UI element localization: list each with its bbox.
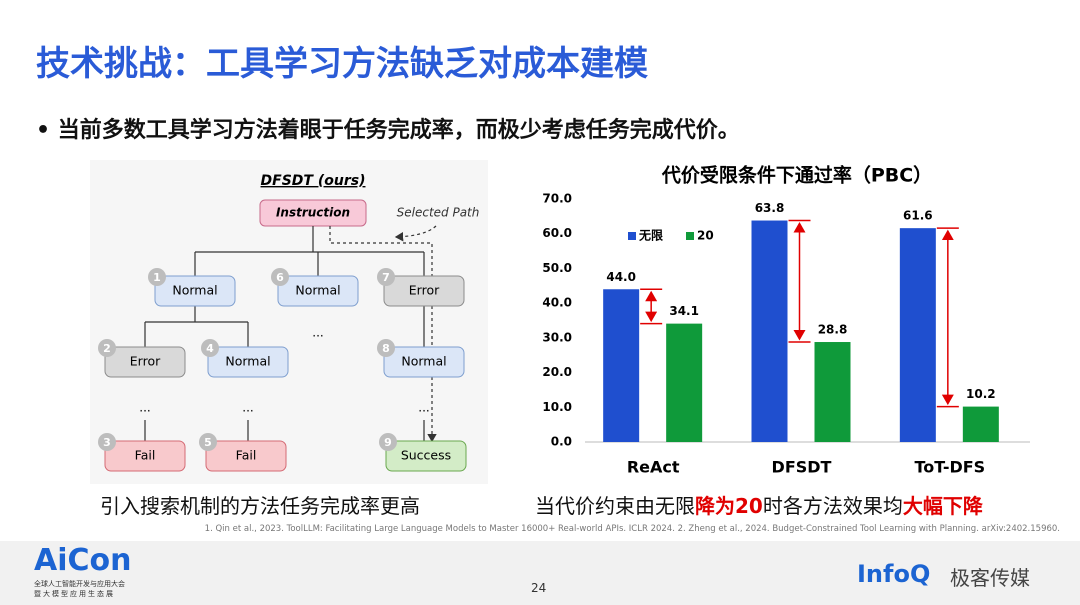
node-badge	[98, 433, 116, 451]
tree-node	[385, 440, 467, 472]
legend-label: 无限	[638, 228, 663, 243]
legend-label: 20	[697, 229, 714, 243]
node-number: 5	[204, 436, 212, 449]
node-label: Normal	[295, 283, 340, 298]
caption-highlight: 降为20	[695, 494, 763, 518]
node-badge	[199, 433, 217, 451]
node-badge	[377, 268, 395, 286]
logo: AiCon	[34, 543, 132, 578]
y-tick-label: 30.0	[542, 330, 572, 344]
tree-node	[383, 275, 465, 307]
caption-part: 当代价约束由无限	[535, 494, 695, 518]
tree-node	[154, 275, 236, 307]
node-label: Fail	[135, 448, 156, 463]
x-tick-label: DFSDT	[772, 458, 832, 477]
logo-sub: 全球人工智能开发与应用大会	[34, 580, 125, 588]
node-badge	[377, 339, 395, 357]
node-number: 3	[103, 436, 111, 449]
bar	[962, 406, 999, 442]
node-badge	[201, 339, 219, 357]
tree-node	[104, 346, 186, 378]
instruction-label: Instruction	[276, 206, 350, 220]
node-label: Normal	[401, 354, 446, 369]
legend-swatch	[628, 232, 636, 240]
node-label: Normal	[172, 283, 217, 298]
brand-cn: 极客传媒	[950, 566, 1030, 590]
ellipsis: ...	[139, 401, 150, 415]
tree-node	[277, 275, 359, 307]
chart-title: 代价受限条件下通过率（PBC）	[661, 164, 932, 187]
value-label: 61.6	[903, 209, 933, 223]
value-label: 34.1	[669, 304, 699, 318]
y-tick-label: 70.0	[542, 192, 572, 206]
node-number: 1	[153, 271, 161, 284]
bar	[899, 228, 936, 442]
brand: InfoQ	[857, 560, 931, 588]
tree-node	[207, 346, 289, 378]
connectors	[144, 225, 436, 441]
caption-part: 时各方法效果均	[762, 494, 903, 518]
node-label: Normal	[225, 354, 270, 369]
node-label: Success	[401, 448, 451, 463]
selected-path-label: Selected Path	[397, 206, 480, 220]
node-label: Error	[130, 354, 161, 369]
node-label: Error	[409, 283, 440, 298]
tree-node	[205, 440, 287, 472]
y-tick-label: 60.0	[542, 226, 572, 240]
slide-title: 技术挑战：工具学习方法缺乏对成本建模	[36, 44, 648, 84]
ellipsis: ...	[242, 401, 253, 415]
bar	[814, 342, 851, 442]
y-tick-label: 0.0	[551, 435, 572, 449]
reference: 1. Qin et al., 2023. ToolLLM: Facilitati…	[204, 524, 1060, 534]
bullet-text: 当前多数工具学习方法着眼于任务完成率，而极少考虑任务完成代价。	[57, 118, 740, 143]
caption-left: 引入搜索机制的方法任务完成率更高	[100, 494, 420, 518]
value-label: 44.0	[606, 270, 636, 284]
page-number: 24	[531, 581, 547, 595]
y-tick-label: 10.0	[542, 400, 572, 414]
node-number: 7	[382, 271, 390, 284]
x-tick-label: ReAct	[627, 458, 680, 477]
diagram-title: DFSDT (ours)	[261, 173, 366, 189]
node-badge	[148, 268, 166, 286]
bullet: • 当前多数工具学习方法着眼于任务完成率，而极少考虑任务完成代价。	[36, 118, 740, 143]
ellipsis: ...	[418, 401, 429, 415]
node-label: Fail	[236, 448, 257, 463]
node-number: 9	[384, 436, 392, 449]
ellipsis: ...	[312, 326, 323, 340]
caption-right: 当代价约束由无限降为20时各方法效果均大幅下降	[535, 490, 983, 519]
node-number: 6	[276, 271, 284, 284]
node-badge	[379, 433, 397, 451]
footer	[0, 541, 1080, 605]
x-tick-label: ToT-DFS	[914, 458, 985, 477]
bar	[603, 289, 640, 442]
legend-swatch	[686, 232, 694, 240]
caption-highlight: 大幅下降	[902, 494, 983, 518]
node-badge	[271, 268, 289, 286]
bar	[751, 220, 788, 442]
tree-node	[383, 346, 465, 378]
tree-node	[104, 440, 186, 472]
node-number: 2	[103, 342, 111, 355]
bar	[666, 323, 703, 442]
value-label: 10.2	[966, 387, 996, 401]
node-number: 8	[382, 342, 390, 355]
y-tick-label: 40.0	[542, 296, 572, 310]
logo-sub: 暨大模型应用生态展	[34, 590, 115, 598]
y-tick-label: 20.0	[542, 365, 572, 379]
node-badge	[98, 339, 116, 357]
node-number: 4	[206, 342, 214, 355]
value-label: 28.8	[818, 323, 848, 337]
value-label: 63.8	[755, 201, 785, 215]
y-tick-label: 50.0	[542, 261, 572, 275]
